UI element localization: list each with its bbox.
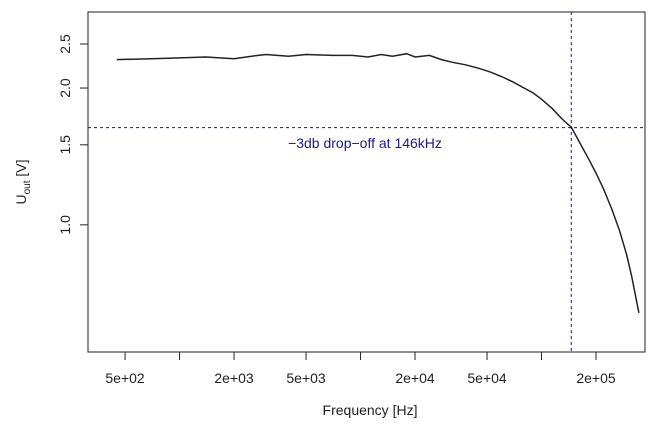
y-tick-label: 2.5 xyxy=(57,34,73,54)
x-tick-label: 5e+04 xyxy=(467,370,507,386)
data-line xyxy=(116,52,640,314)
x-tick-label: 5e+02 xyxy=(105,370,145,386)
y-title-main: U xyxy=(13,194,29,204)
x-tick-label: 5e+03 xyxy=(286,370,326,386)
x-tick-label: 2e+04 xyxy=(395,370,435,386)
y-tick-label: 1.0 xyxy=(57,215,73,235)
annotation: −3db drop−off at 146kHz xyxy=(288,135,442,151)
y-tick-label: 2.0 xyxy=(57,78,73,98)
y-axis-title: Uout [V] xyxy=(13,159,33,204)
plot-box xyxy=(87,11,646,353)
y-tick-label: 1.5 xyxy=(57,135,73,155)
x-tick-label: 2e+05 xyxy=(576,370,616,386)
x-axis-title: Frequency [Hz] xyxy=(323,402,418,418)
y-title-sub: out xyxy=(22,180,33,194)
x-tick-label: 2e+03 xyxy=(214,370,254,386)
y-title-unit: [V] xyxy=(13,159,29,180)
